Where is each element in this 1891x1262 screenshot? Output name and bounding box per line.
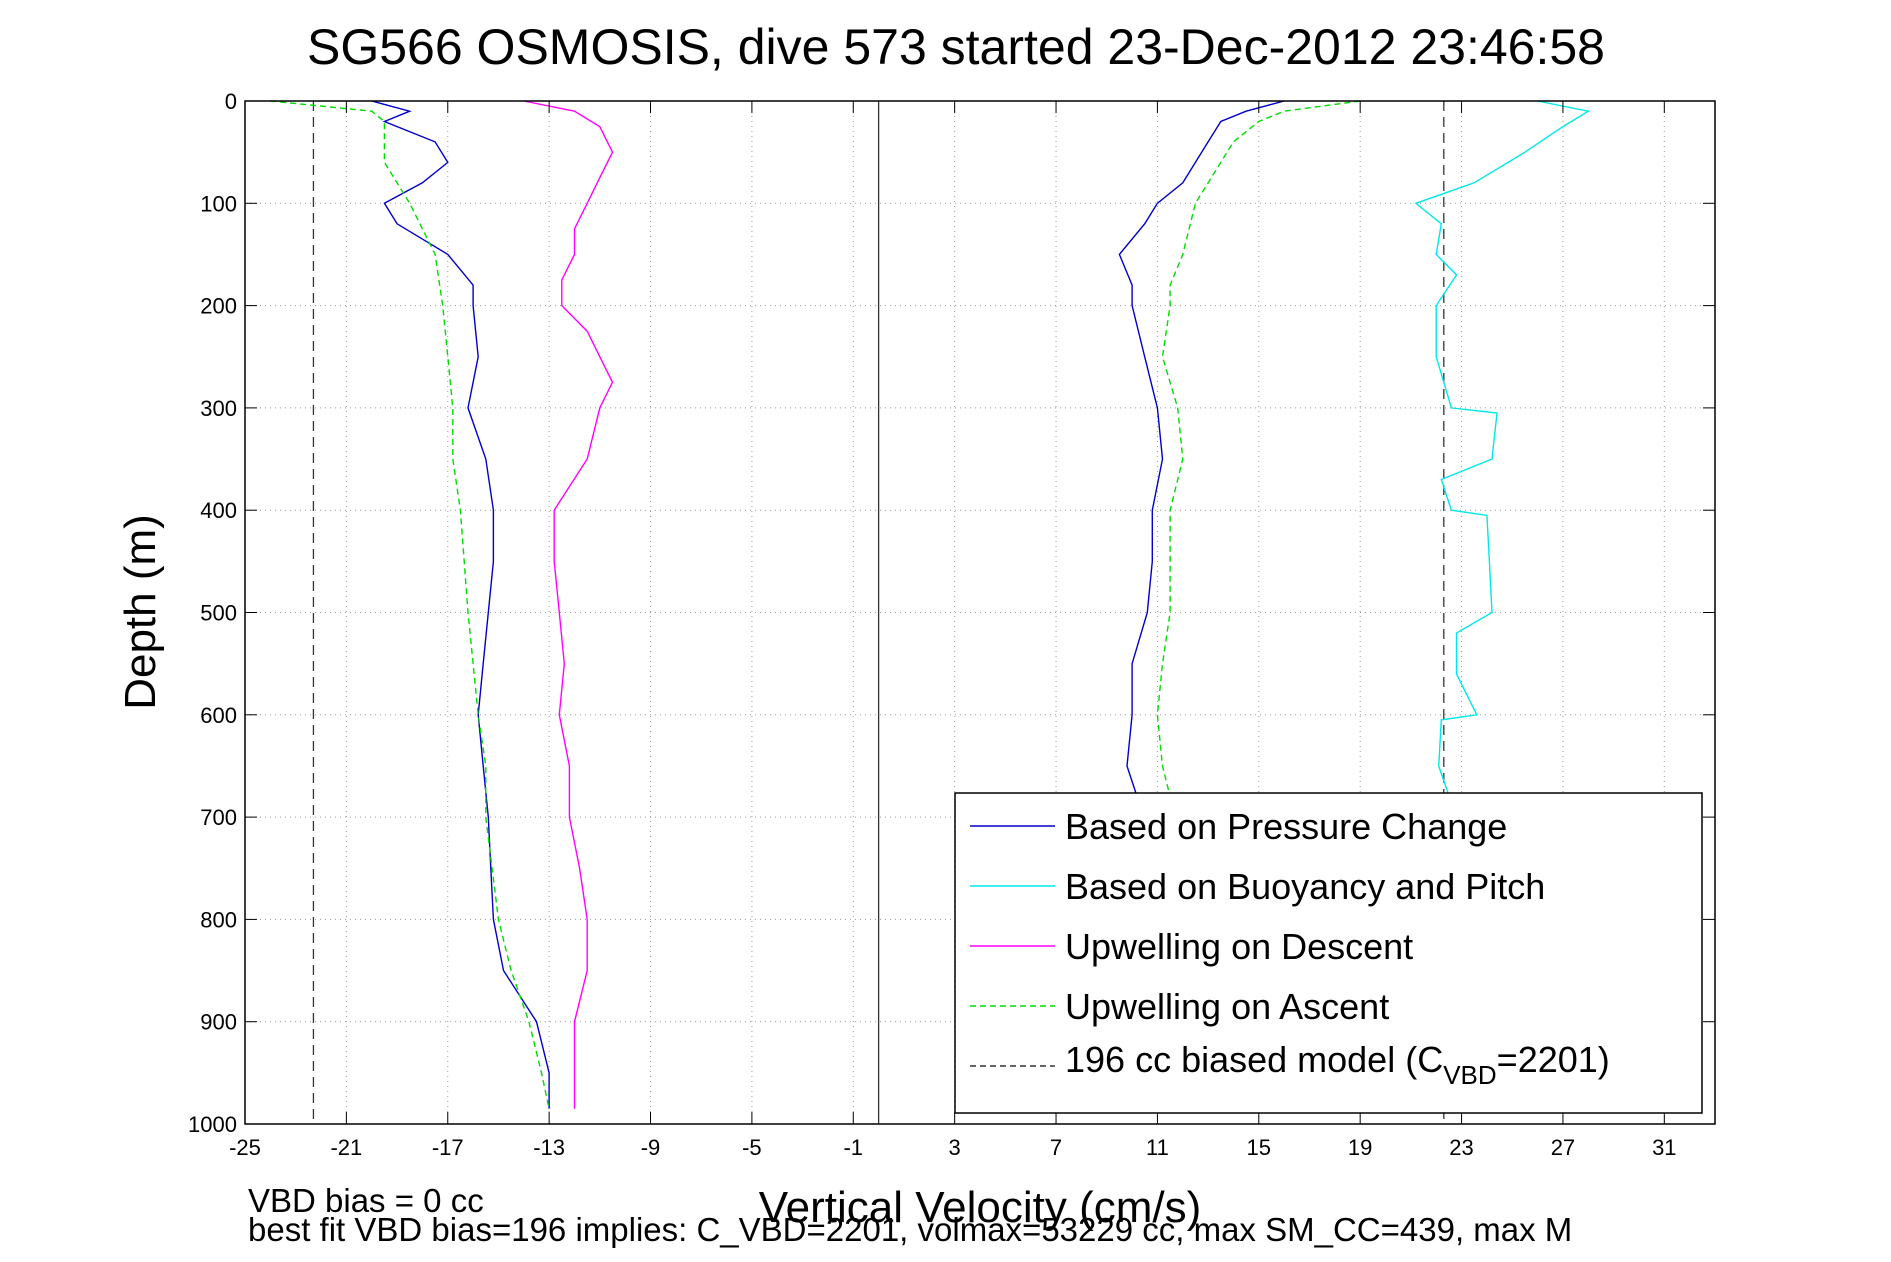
series-line-5 xyxy=(1156,100,1361,797)
series-line-1 xyxy=(371,100,550,1109)
series-line-0 xyxy=(1414,100,1591,818)
x-tick-label: 7 xyxy=(1050,1135,1062,1160)
legend-label-model: 196 cc biased model (CVBD=2201) xyxy=(1065,1039,1610,1090)
axis-ticks: -25 -21 -17 -13 -9 -5 -1 3 7 11 15 19 23 27 3101002003… xyxy=(188,89,1715,1160)
x-tick-label: 11 xyxy=(1146,1135,1169,1160)
footer-line-1: VBD bias = 0 cc xyxy=(248,1182,484,1219)
x-axis-label: Vertical Velocity (cm/s) xyxy=(759,1183,1202,1232)
y-tick-label: 1000 xyxy=(188,1112,237,1137)
legend-label-buoyancy: Based on Buoyancy and Pitch xyxy=(1065,866,1545,907)
legend: Based on Pressure Change Based on Buoyan… xyxy=(954,792,1703,1114)
chart-title: SG566 OSMOSIS, dive 573 started 23-Dec-2… xyxy=(307,19,1605,75)
y-tick-label: 400 xyxy=(200,498,237,523)
plot-series xyxy=(270,100,1591,1109)
x-tick-label: 15 xyxy=(1247,1135,1271,1160)
y-tick-label: 0 xyxy=(225,89,237,114)
x-tick-label: 31 xyxy=(1652,1135,1676,1160)
y-tick-label: 500 xyxy=(200,601,237,626)
x-tick-label: 19 xyxy=(1348,1135,1372,1160)
x-tick-label: 3 xyxy=(949,1135,961,1160)
legend-label-ascent: Upwelling on Ascent xyxy=(1065,986,1389,1027)
x-tick-label: -9 xyxy=(641,1135,661,1160)
x-tick-label: -13 xyxy=(533,1135,565,1160)
y-tick-label: 900 xyxy=(200,1010,237,1035)
y-tick-label: 100 xyxy=(200,191,237,216)
x-tick-label: -21 xyxy=(330,1135,362,1160)
legend-box xyxy=(954,792,1703,1114)
series-line-4 xyxy=(270,100,550,1109)
legend-label-descent: Upwelling on Descent xyxy=(1065,926,1413,967)
x-tick-label: 23 xyxy=(1449,1135,1473,1160)
x-tick-label: -25 xyxy=(229,1135,261,1160)
y-axis-label: Depth (m) xyxy=(116,514,165,710)
series-line-2 xyxy=(1118,100,1285,797)
x-tick-label: -5 xyxy=(742,1135,762,1160)
y-tick-label: 300 xyxy=(200,396,237,421)
x-tick-label: -17 xyxy=(432,1135,464,1160)
footer-line-2: best fit VBD bias=196 implies: C_VBD=220… xyxy=(248,1211,1572,1248)
y-tick-label: 200 xyxy=(200,294,237,319)
y-tick-label: 800 xyxy=(200,907,237,932)
x-tick-label: 27 xyxy=(1551,1135,1575,1160)
x-tick-label: -1 xyxy=(843,1135,863,1160)
series-line-3 xyxy=(523,100,614,1109)
legend-label-pressure: Based on Pressure Change xyxy=(1065,806,1507,847)
y-tick-label: 700 xyxy=(200,805,237,830)
y-tick-label: 600 xyxy=(200,703,237,728)
